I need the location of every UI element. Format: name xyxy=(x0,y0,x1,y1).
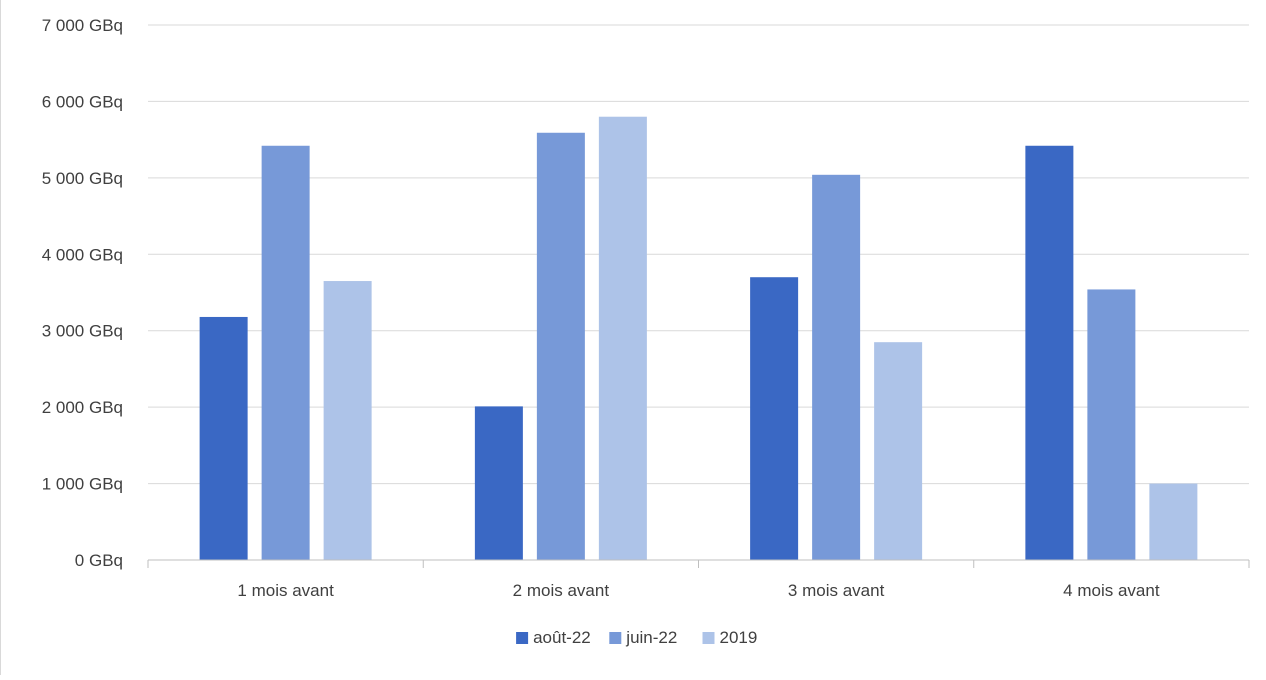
y-tick-label: 7 000 GBq xyxy=(42,16,123,35)
legend-label: août-22 xyxy=(533,628,591,647)
gridlines xyxy=(148,24,1249,561)
bar xyxy=(1025,145,1074,560)
bar xyxy=(261,145,310,560)
bars xyxy=(199,116,1198,561)
bar xyxy=(199,316,248,560)
x-axis: 1 mois avant 2 mois avant 3 mois avant 4 mo… xyxy=(147,559,1250,600)
y-tick-label: 5 000 GBq xyxy=(42,169,123,188)
y-axis-tick-labels: 0 GBq 1 000 GBq 2 000 GBq 3 000 GBq 4 000 GB… xyxy=(42,16,123,570)
x-tick-label: 2 mois avant xyxy=(513,581,610,600)
y-tick-label: 0 GBq xyxy=(75,551,123,570)
y-tick-label: 6 000 GBq xyxy=(42,92,123,111)
legend-swatch xyxy=(516,632,529,644)
legend-label: juin-22 xyxy=(625,628,677,647)
legend-label: 2019 xyxy=(720,628,758,647)
legend-swatch xyxy=(702,632,715,644)
bar xyxy=(536,132,585,560)
y-tick-label: 1 000 GBq xyxy=(42,475,123,494)
y-tick-label: 4 000 GBq xyxy=(42,245,123,264)
bar xyxy=(598,116,647,560)
bar xyxy=(750,277,799,560)
bar xyxy=(874,342,923,560)
bar xyxy=(1087,289,1136,560)
y-tick-label: 2 000 GBq xyxy=(42,398,123,417)
x-tick-label: 4 mois avant xyxy=(1063,581,1160,600)
bar xyxy=(323,281,372,560)
bar xyxy=(474,406,523,560)
x-tick-label: 1 mois avant xyxy=(237,581,334,600)
y-tick-label: 3 000 GBq xyxy=(42,322,123,341)
x-tick-label: 3 mois avant xyxy=(788,581,885,600)
legend: août-22 juin-22 2019 xyxy=(516,628,757,647)
legend-swatch xyxy=(609,632,622,644)
bar xyxy=(1149,483,1198,560)
bar xyxy=(812,174,861,561)
